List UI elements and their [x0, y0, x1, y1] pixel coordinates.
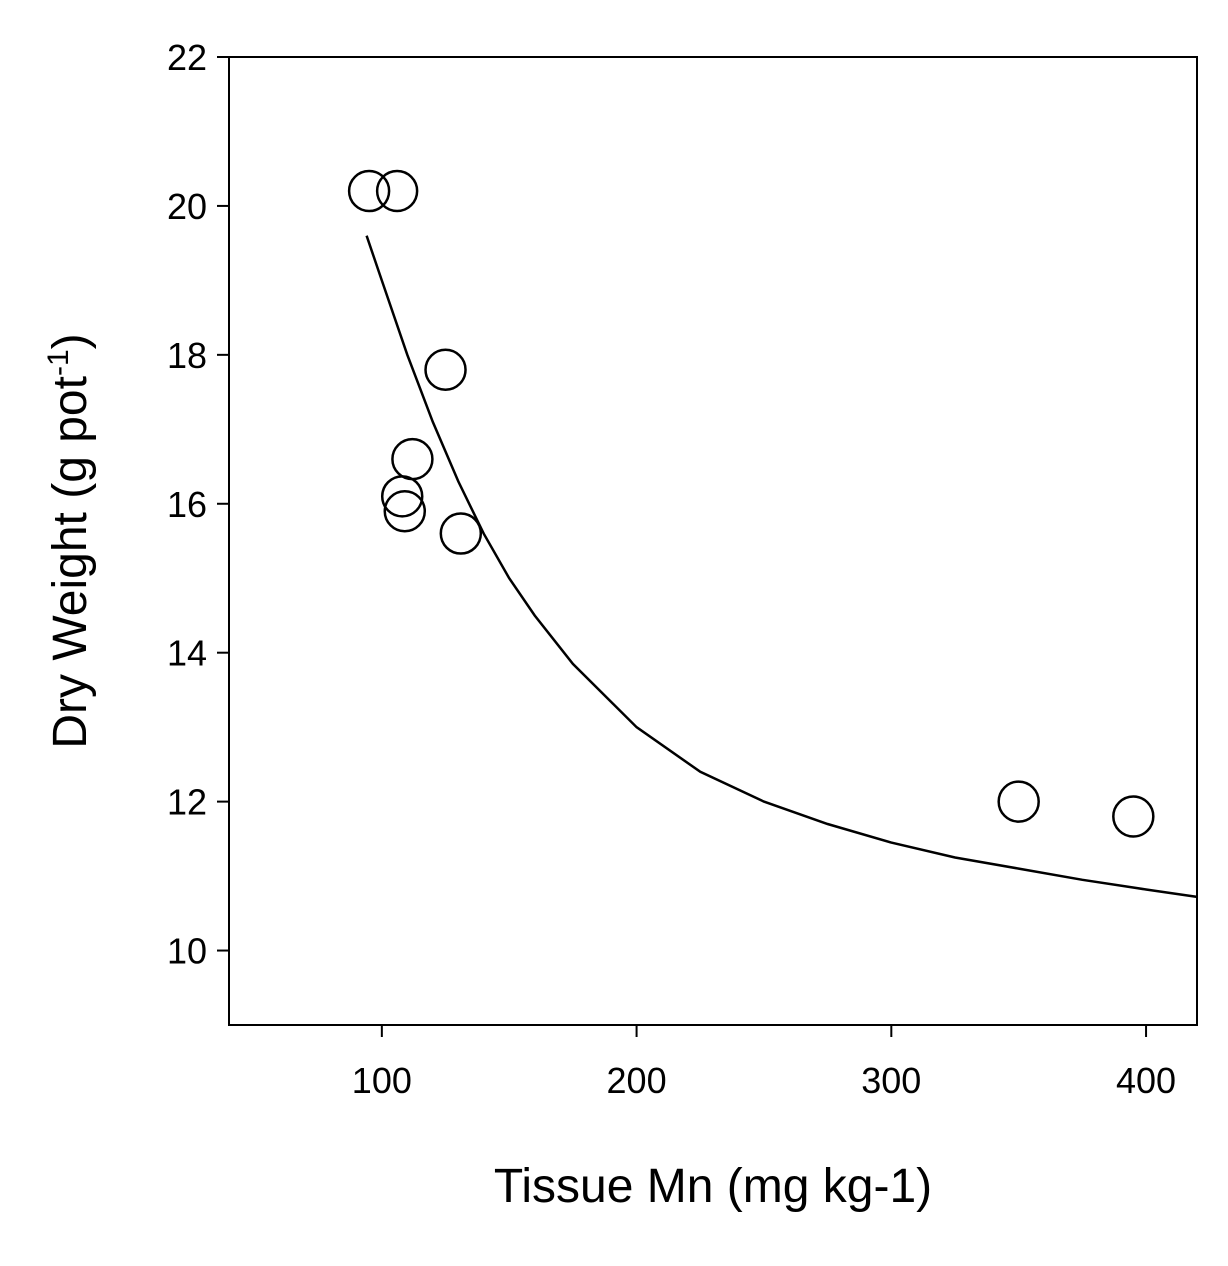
- y-tick-label: 16: [167, 484, 207, 525]
- y-tick-label: 18: [167, 335, 207, 376]
- fitted-curve: [365, 235, 1198, 899]
- x-tick-label: 400: [1116, 1060, 1176, 1101]
- data-point: [383, 489, 427, 533]
- x-tick-label: 200: [607, 1060, 667, 1101]
- x-tick-label: 100: [352, 1060, 412, 1101]
- data-point: [375, 169, 419, 213]
- plot-frame: [228, 56, 1198, 1026]
- data-point: [1112, 795, 1155, 838]
- y-axis-title: Dry Weight (g pot-1): [42, 333, 97, 748]
- data-point: [439, 512, 483, 555]
- y-axis-title-main: Dry Weight (g pot: [44, 376, 97, 749]
- data-point: [997, 780, 1040, 823]
- y-tick-label: 14: [167, 633, 207, 674]
- data-point: [391, 437, 434, 481]
- y-tick-label: 20: [167, 186, 207, 227]
- x-tick-label: 300: [861, 1060, 921, 1101]
- y-tick-label: 22: [167, 37, 207, 78]
- y-tick-label: 12: [167, 782, 207, 823]
- y-axis: 10 12 14 16 18 20 22: [167, 37, 229, 972]
- y-axis-title-close: ): [44, 333, 97, 349]
- y-axis-title-superscript: -1: [42, 349, 75, 376]
- data-point: [380, 475, 424, 518]
- x-axis: 100 200 300 400: [352, 1025, 1176, 1101]
- data-point: [424, 348, 467, 391]
- data-point: [347, 169, 391, 213]
- x-axis-title: Tissue Mn (mg kg-1): [494, 1160, 932, 1213]
- data-points: [347, 169, 1155, 838]
- y-tick-label: 10: [167, 931, 207, 972]
